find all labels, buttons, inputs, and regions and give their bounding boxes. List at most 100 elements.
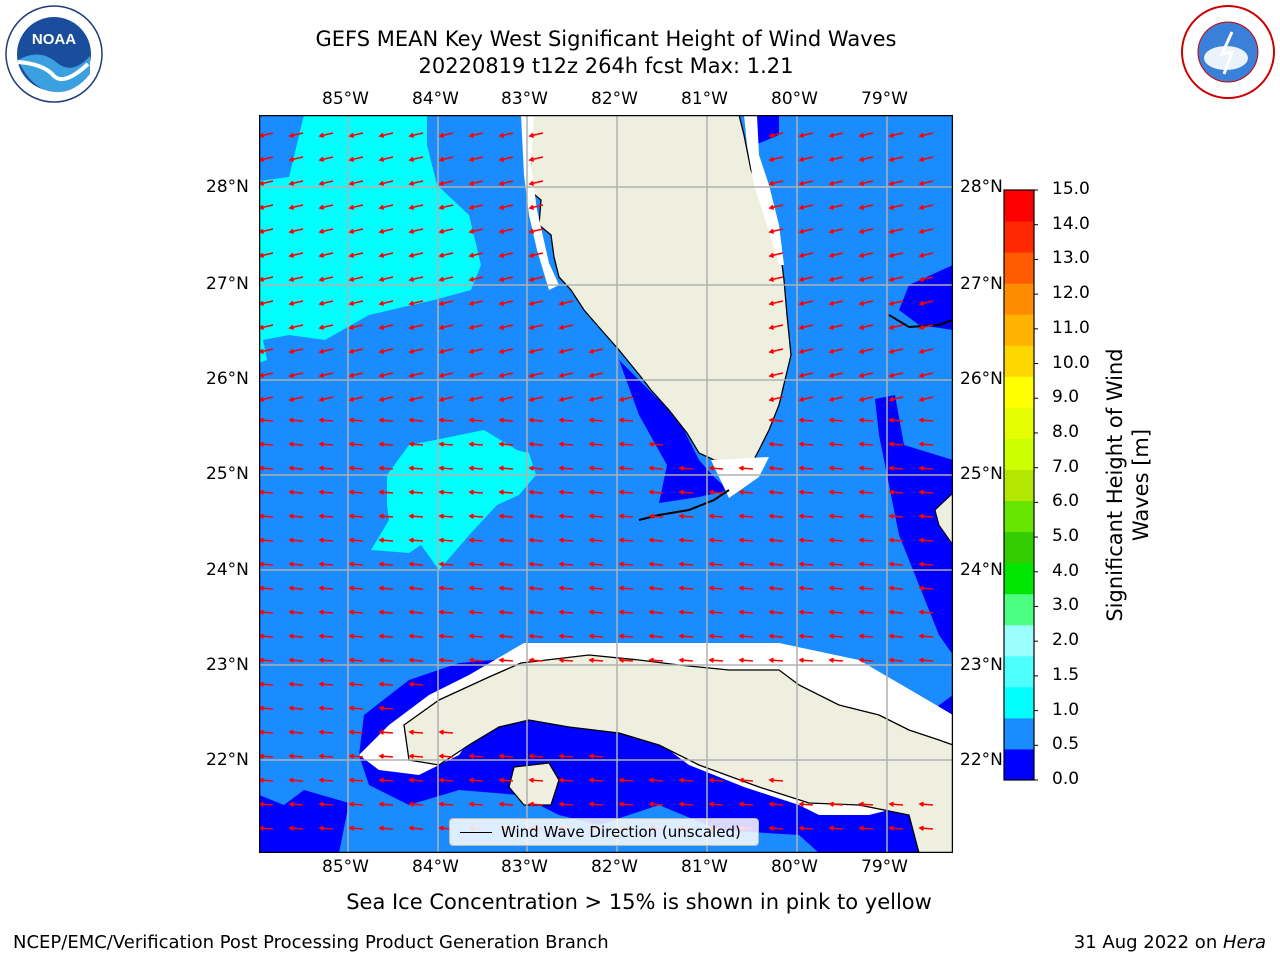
wind-wave-arrow (678, 657, 694, 663)
wind-wave-arrow (798, 609, 814, 615)
wind-wave-arrow (408, 276, 424, 282)
wind-wave-arrow (828, 489, 844, 495)
wind-wave-arrow (438, 348, 454, 354)
colorbar-segment (1004, 407, 1034, 439)
wind-wave-arrow (588, 537, 604, 543)
wind-wave-arrow (348, 156, 364, 162)
wind-wave-arrow (288, 705, 304, 711)
wind-wave-arrow (408, 729, 424, 735)
wind-wave-arrow (918, 180, 934, 186)
wind-wave-arrow (648, 561, 664, 567)
lat-label-left-24n: 24°N (206, 560, 249, 580)
wind-wave-arrow (828, 204, 844, 210)
wind-wave-arrow (858, 348, 874, 354)
colorbar-tick-label: 5.0 (1052, 526, 1080, 547)
wind-wave-arrow (498, 180, 514, 186)
wind-wave-arrow (318, 537, 334, 543)
wind-wave-arrow (618, 801, 634, 807)
wind-wave-arrow (918, 537, 934, 543)
colorbar-segment (1004, 345, 1034, 377)
wind-wave-arrow (888, 396, 904, 402)
wind-wave-arrow (288, 561, 304, 567)
wind-wave-arrow (918, 300, 934, 306)
wind-wave-arrow (468, 513, 484, 519)
wind-wave-arrow (858, 324, 874, 330)
wind-wave-arrow (888, 513, 904, 519)
wind-wave-arrow (828, 348, 844, 354)
wind-wave-arrow (288, 729, 304, 735)
wind-wave-arrow (498, 489, 514, 495)
colorbar-segment (1004, 531, 1034, 564)
wind-wave-arrow (378, 825, 394, 831)
wind-wave-arrow (288, 825, 304, 831)
wind-wave-arrow (408, 252, 424, 258)
wind-wave-arrow (798, 252, 814, 258)
wind-wave-arrow (498, 417, 514, 423)
wind-wave-arrow (288, 204, 304, 210)
wind-wave-arrow (318, 396, 334, 402)
wind-wave-arrow (798, 561, 814, 567)
wind-wave-arrow (798, 537, 814, 543)
wind-wave-arrow (348, 396, 364, 402)
wind-wave-arrow (438, 324, 454, 330)
wind-wave-arrow (588, 465, 604, 471)
wind-wave-arrow (378, 441, 394, 447)
lat-label-left-27n: 27°N (206, 274, 249, 294)
wind-wave-arrow (558, 513, 574, 519)
wind-wave-arrow (408, 489, 424, 495)
wind-wave-arrow (318, 180, 334, 186)
wind-wave-arrow (498, 252, 514, 258)
wind-wave-arrow (348, 633, 364, 639)
colorbar-segment (1004, 283, 1034, 315)
wind-wave-arrow (828, 537, 844, 543)
wind-wave-arrow (528, 657, 544, 663)
wind-wave-arrow (528, 372, 544, 378)
wind-wave-arrow (618, 396, 634, 402)
wind-wave-arrow (318, 585, 334, 591)
wind-wave-arrow (318, 777, 334, 783)
wind-wave-arrow (498, 513, 514, 519)
wind-wave-arrow (318, 276, 334, 282)
wind-wave-arrow (408, 417, 424, 423)
wind-wave-arrow (828, 633, 844, 639)
wind-wave-arrow (438, 396, 454, 402)
wind-wave-arrow (828, 657, 844, 663)
wind-wave-arrow (768, 825, 784, 831)
wind-wave-arrow (558, 561, 574, 567)
wind-wave-arrow (558, 465, 574, 471)
wind-wave-arrow (498, 537, 514, 543)
wind-wave-arrow (708, 777, 724, 783)
wind-wave-arrow (438, 753, 454, 759)
colorbar-tick-label: 14.0 (1052, 213, 1090, 234)
wind-wave-arrow (828, 252, 844, 258)
wind-wave-arrow (408, 585, 424, 591)
wind-wave-arrow (408, 657, 424, 663)
wind-wave-arrow (588, 777, 604, 783)
wind-wave-arrow (468, 753, 484, 759)
lat-label-right-24n: 24°N (960, 560, 1003, 580)
wind-wave-arrows (259, 132, 934, 831)
wind-wave-arrow (588, 372, 604, 378)
lon-label-bottom-82w: 82°W (591, 857, 638, 877)
wind-wave-arrow (288, 777, 304, 783)
wind-wave-arrow (528, 801, 544, 807)
wind-wave-arrow (768, 132, 784, 138)
wind-wave-arrow (438, 228, 454, 234)
wind-wave-arrow (318, 489, 334, 495)
wind-wave-arrow (348, 825, 364, 831)
wind-wave-arrow (528, 348, 544, 354)
wind-wave-arrow (288, 633, 304, 639)
wind-wave-arrow (768, 537, 784, 543)
wind-wave-arrow (798, 348, 814, 354)
wind-wave-arrow (378, 252, 394, 258)
wind-wave-arrow (798, 372, 814, 378)
wind-wave-arrow (498, 228, 514, 234)
wind-wave-arrow (888, 465, 904, 471)
wind-wave-arrow (318, 825, 334, 831)
wind-wave-arrow (348, 801, 364, 807)
colorbar (1003, 189, 1038, 781)
wind-wave-arrow (528, 753, 544, 759)
wave-area-low-bahamas (875, 395, 953, 655)
wind-wave-arrow (378, 396, 394, 402)
wind-wave-arrow (438, 276, 454, 282)
